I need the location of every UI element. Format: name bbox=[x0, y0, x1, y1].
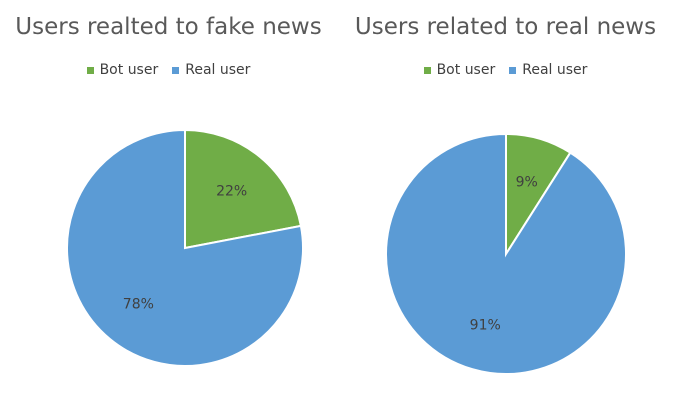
chart-title: Users related to real news bbox=[354, 14, 657, 40]
legend-item-bot-user: Bot user bbox=[423, 62, 496, 78]
pie-plot-area: 22% 78% bbox=[66, 128, 304, 367]
chart-title: Users realted to fake news bbox=[15, 14, 322, 40]
legend-item-real-user: Real user bbox=[172, 62, 250, 78]
pie-slice-real-user bbox=[385, 132, 627, 375]
legend-label: Bot user bbox=[99, 62, 159, 78]
slice-data-label: 9% bbox=[516, 175, 538, 191]
legend-label: Bot user bbox=[436, 62, 496, 78]
pie-slice-bot-user bbox=[184, 128, 303, 250]
real-news-pie-chart: Users related to real news Bot user Real… bbox=[337, 0, 674, 411]
chart-legend: Bot user Real user bbox=[337, 62, 674, 78]
legend-item-real-user: Real user bbox=[509, 62, 587, 78]
fake-news-pie-chart: Users realted to fake news Bot user Real… bbox=[0, 14, 337, 367]
legend-swatch-bot-user bbox=[423, 66, 431, 74]
pie-plot-area: 9% 91% bbox=[385, 132, 627, 375]
slice-data-label: 22% bbox=[216, 184, 247, 200]
pie-slice-real-user bbox=[66, 128, 304, 367]
legend-label: Real user bbox=[185, 62, 251, 78]
legend-swatch-real-user bbox=[172, 66, 180, 74]
legend-item-bot-user: Bot user bbox=[86, 62, 159, 78]
slice-data-label: 91% bbox=[470, 317, 501, 333]
chart-legend: Bot user Real user bbox=[0, 62, 337, 78]
slice-data-label: 78% bbox=[123, 296, 154, 312]
legend-swatch-real-user bbox=[509, 66, 517, 74]
legend-label: Real user bbox=[522, 62, 588, 78]
legend-swatch-bot-user bbox=[86, 66, 94, 74]
